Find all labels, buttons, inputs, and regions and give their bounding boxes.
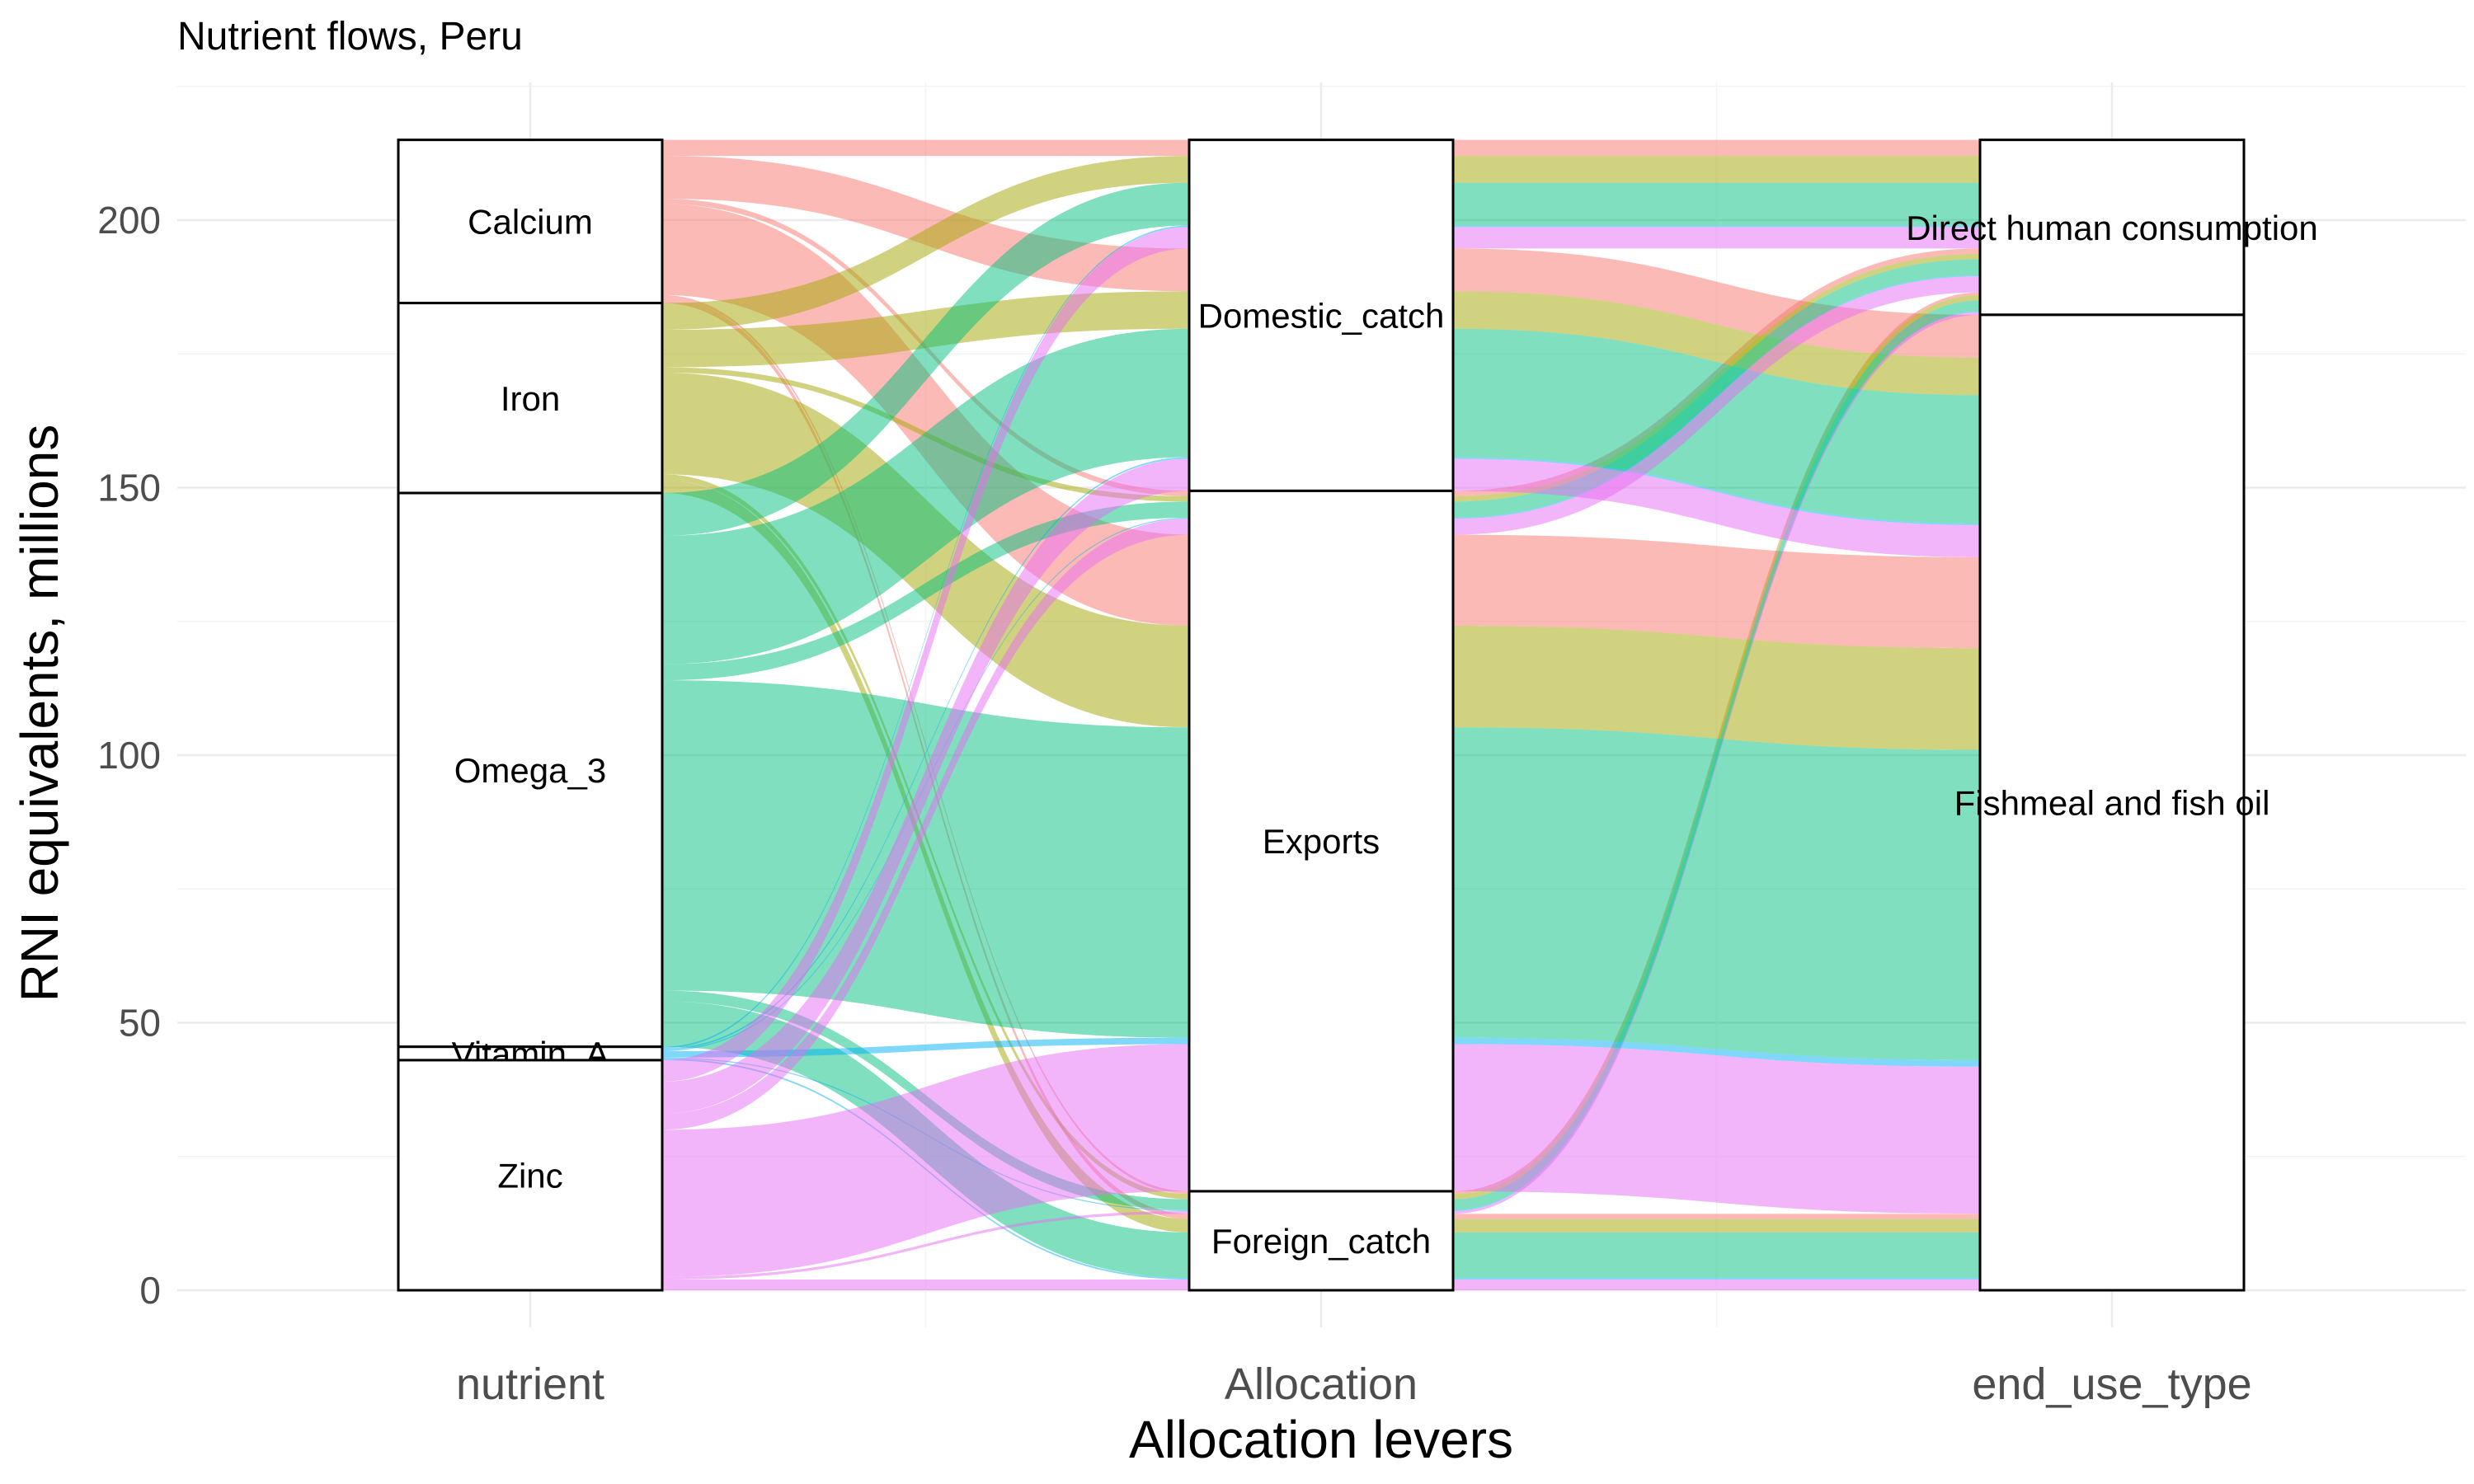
x-axis-title: Allocation levers [1129, 1410, 1513, 1469]
flow-ribbon-allocation-enduse [1453, 291, 1980, 396]
stratum-label: Calcium [468, 203, 593, 242]
flow-ribbon-allocation-enduse [1453, 727, 1980, 1060]
chart-title: Nutrient flows, Peru [177, 15, 523, 59]
flow-ribbon-allocation-enduse [1453, 276, 1980, 535]
flow-ribbon-nutrient-allocation [662, 1280, 1189, 1290]
flow-ribbon-nutrient-allocation [662, 1044, 1189, 1277]
flow-ribbon-allocation-enduse [1453, 312, 1980, 1214]
flow-ribbon-allocation-enduse [1453, 259, 1980, 518]
flow-ribbon-nutrient-allocation [662, 519, 1189, 1130]
axes: 0 50 100 150 200 nutrient Allocation end_use_ty… [97, 199, 2251, 1409]
flow-ribbon-allocation-enduse [1453, 1280, 1980, 1290]
stratum-box [1188, 489, 1455, 1193]
flow-ribbon-allocation-enduse [1453, 1044, 1980, 1214]
flow-ribbon-allocation-enduse [1453, 139, 1980, 157]
y-tick-label: 0 [139, 1269, 161, 1312]
flow-ribbon-allocation-enduse [1453, 248, 1980, 358]
x-tick-label: end_use_type [1972, 1360, 2251, 1409]
flow-ribbon-allocation-enduse [1453, 275, 1980, 519]
flow-ribbon-nutrient-allocation [662, 328, 1189, 665]
flow-ribbon-allocation-enduse [1453, 311, 1980, 1211]
y-tick-label: 150 [97, 467, 161, 510]
stratum-box [1188, 139, 1455, 492]
flow-ribbon-nutrient-allocation [662, 225, 1189, 1049]
flow-ribbon-allocation-enduse [1453, 1037, 1980, 1067]
flow-ribbon-nutrient-allocation [662, 680, 1189, 1038]
flow-ribbon-nutrient-allocation [662, 156, 1189, 331]
stratum-box [1188, 1190, 1455, 1292]
stratum-box [397, 302, 664, 495]
x-tick-label: Allocation [1225, 1360, 1418, 1409]
y-axis-title: RNI equivalents, millions [10, 425, 69, 1003]
flow-ribbon-allocation-enduse [1453, 328, 1980, 524]
stratum-box [1978, 313, 2246, 1292]
flow-ribbon-nutrient-allocation [662, 457, 1189, 1050]
flow-ribbon-nutrient-allocation [662, 1210, 1189, 1280]
y-tick-label: 50 [119, 1002, 161, 1045]
stratum-label: Exports [1263, 822, 1380, 861]
y-tick-label: 100 [97, 734, 161, 777]
flow-ribbon-allocation-enduse [1453, 458, 1980, 557]
flow-ribbon-allocation-enduse [1453, 182, 1980, 226]
flow-ribbon-allocation-enduse [1453, 1232, 1980, 1279]
flow-ribbon-nutrient-allocation [662, 182, 1189, 536]
stratum-box [397, 139, 664, 305]
flow-ribbon-allocation-enduse [1453, 300, 1980, 1210]
flow-ribbon-allocation-enduse [1453, 1214, 1980, 1219]
flow-ribbon-allocation-enduse [1453, 457, 1980, 525]
stratum-label: Foreign_catch [1211, 1222, 1431, 1261]
stratum-label: Domestic_catch [1198, 297, 1445, 336]
flow-ribbon-allocation-enduse [1453, 227, 1980, 249]
flow-ribbon-allocation-enduse [1453, 625, 1980, 750]
flow-ribbon-allocation-enduse [1453, 1219, 1980, 1233]
flow-ribbon-nutrient-allocation [662, 458, 1189, 1114]
flow-ribbon-allocation-enduse [1453, 225, 1980, 228]
stratum-label: Iron [501, 379, 560, 418]
strata: CalciumIronOmega_3Vitamin_AZincDomestic_… [397, 139, 2318, 1292]
stratum-label: Direct human consumption [1906, 209, 2318, 247]
flow-ribbon-allocation-enduse [1453, 156, 1980, 183]
x-tick-label: nutrient [456, 1360, 604, 1409]
flow-ribbon-allocation-enduse [1453, 534, 1980, 649]
flow-ribbon-allocation-enduse [1453, 1278, 1980, 1280]
stratum-label: Zinc [497, 1156, 562, 1195]
flow-ribbon-nutrient-allocation [662, 139, 1189, 157]
flow-ribbon-nutrient-allocation [662, 291, 1189, 368]
flow-ribbon-nutrient-allocation [662, 227, 1189, 1082]
stratum-label: Fishmeal and fish oil [1954, 783, 2270, 822]
stratum-box [397, 1059, 664, 1292]
flow-ribbon-nutrient-allocation [662, 501, 1189, 681]
stratum-box [1978, 139, 2246, 317]
flow-ribbons [662, 139, 1980, 1290]
stratum-label: Omega_3 [454, 751, 606, 790]
y-tick-label: 200 [97, 199, 161, 242]
stratum-box [397, 491, 664, 1049]
